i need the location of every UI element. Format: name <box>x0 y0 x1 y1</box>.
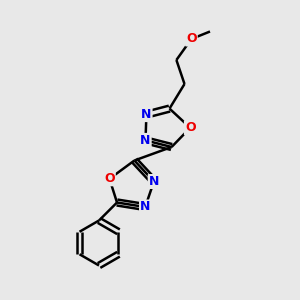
Text: N: N <box>140 134 151 147</box>
Text: O: O <box>185 121 196 134</box>
Text: O: O <box>186 32 197 46</box>
Text: N: N <box>149 175 159 188</box>
Text: O: O <box>104 172 115 185</box>
Text: N: N <box>141 108 152 121</box>
Text: N: N <box>140 200 150 214</box>
